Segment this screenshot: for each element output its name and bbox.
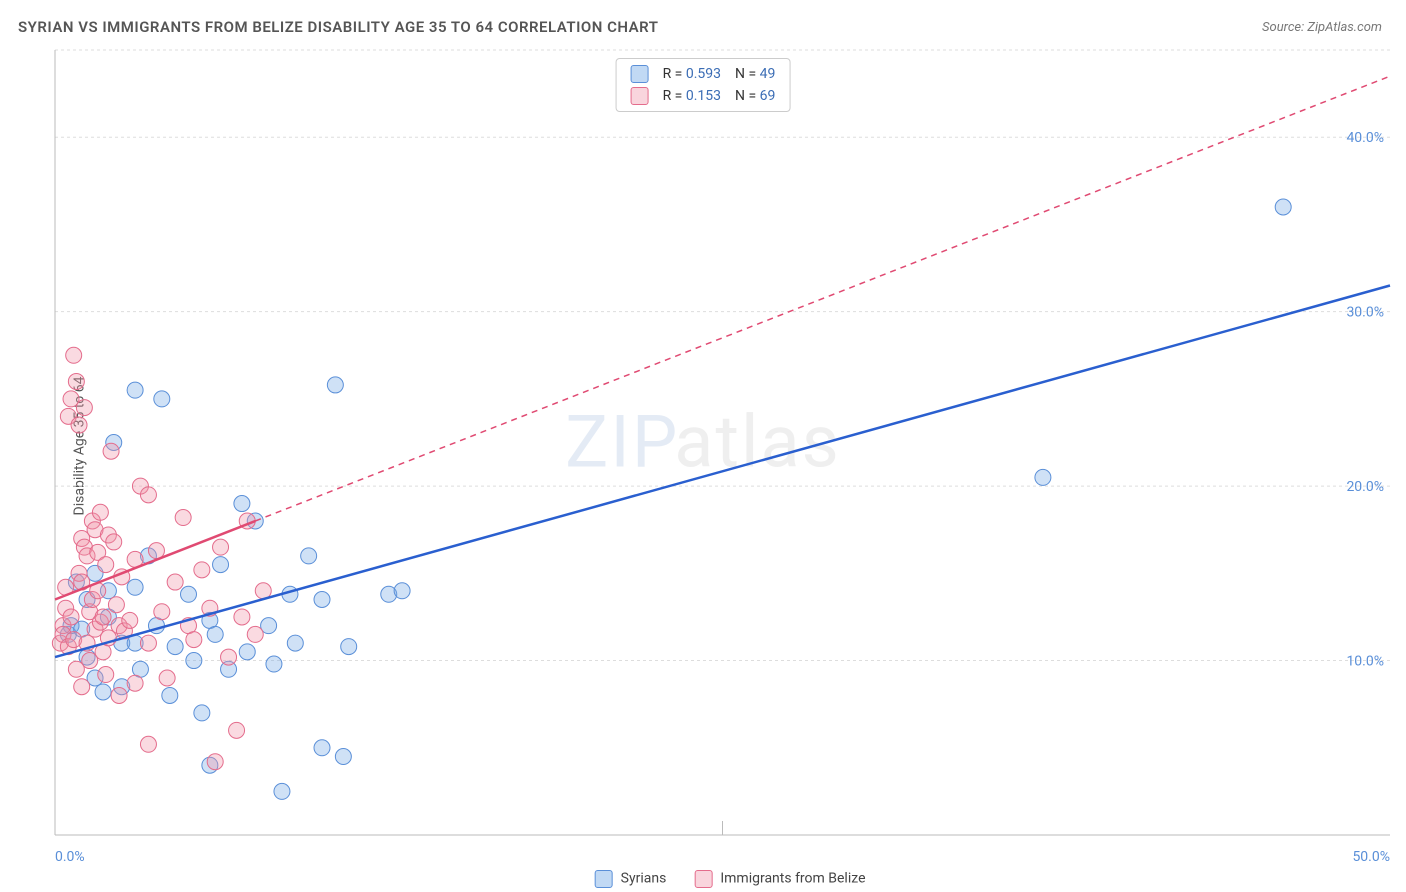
legend-swatch-pink-icon xyxy=(694,870,712,888)
n-value-syrians: 49 xyxy=(760,66,776,82)
n-value-belize: 69 xyxy=(760,88,776,104)
svg-text:0.0%: 0.0% xyxy=(55,849,85,865)
r-label: R = xyxy=(663,66,683,82)
n-label: N = xyxy=(735,66,756,82)
svg-text:30.0%: 30.0% xyxy=(1346,305,1384,321)
legend-series-box: Syrians Immigrants from Belize xyxy=(595,870,866,888)
r-value-belize: 0.153 xyxy=(686,88,721,104)
legend-stats-box: R = 0.593 N = 49 R = 0.153 N = 69 xyxy=(616,58,791,112)
legend-item-belize: Immigrants from Belize xyxy=(694,870,865,888)
legend-item-syrians: Syrians xyxy=(595,870,667,888)
svg-text:10.0%: 10.0% xyxy=(1346,654,1384,670)
legend-swatch-blue-icon xyxy=(595,870,613,888)
legend-label-belize: Immigrants from Belize xyxy=(720,871,865,887)
r-value-syrians: 0.593 xyxy=(686,66,721,82)
scatter-plot: 0.0% 50.0% 10.0% 20.0% 30.0% 40.0% xyxy=(0,0,1406,892)
legend-swatch-blue-icon xyxy=(631,65,649,83)
legend-swatch-pink-icon xyxy=(631,87,649,105)
r-label: R = xyxy=(663,88,683,104)
n-label: N = xyxy=(735,88,756,104)
chart-container: SYRIAN VS IMMIGRANTS FROM BELIZE DISABIL… xyxy=(0,0,1406,892)
svg-text:20.0%: 20.0% xyxy=(1346,479,1384,495)
legend-stats-row-syrians: R = 0.593 N = 49 xyxy=(631,63,776,85)
svg-text:50.0%: 50.0% xyxy=(1352,849,1390,865)
legend-stats-row-belize: R = 0.153 N = 69 xyxy=(631,85,776,107)
legend-label-syrians: Syrians xyxy=(621,871,667,887)
svg-text:40.0%: 40.0% xyxy=(1346,130,1384,146)
